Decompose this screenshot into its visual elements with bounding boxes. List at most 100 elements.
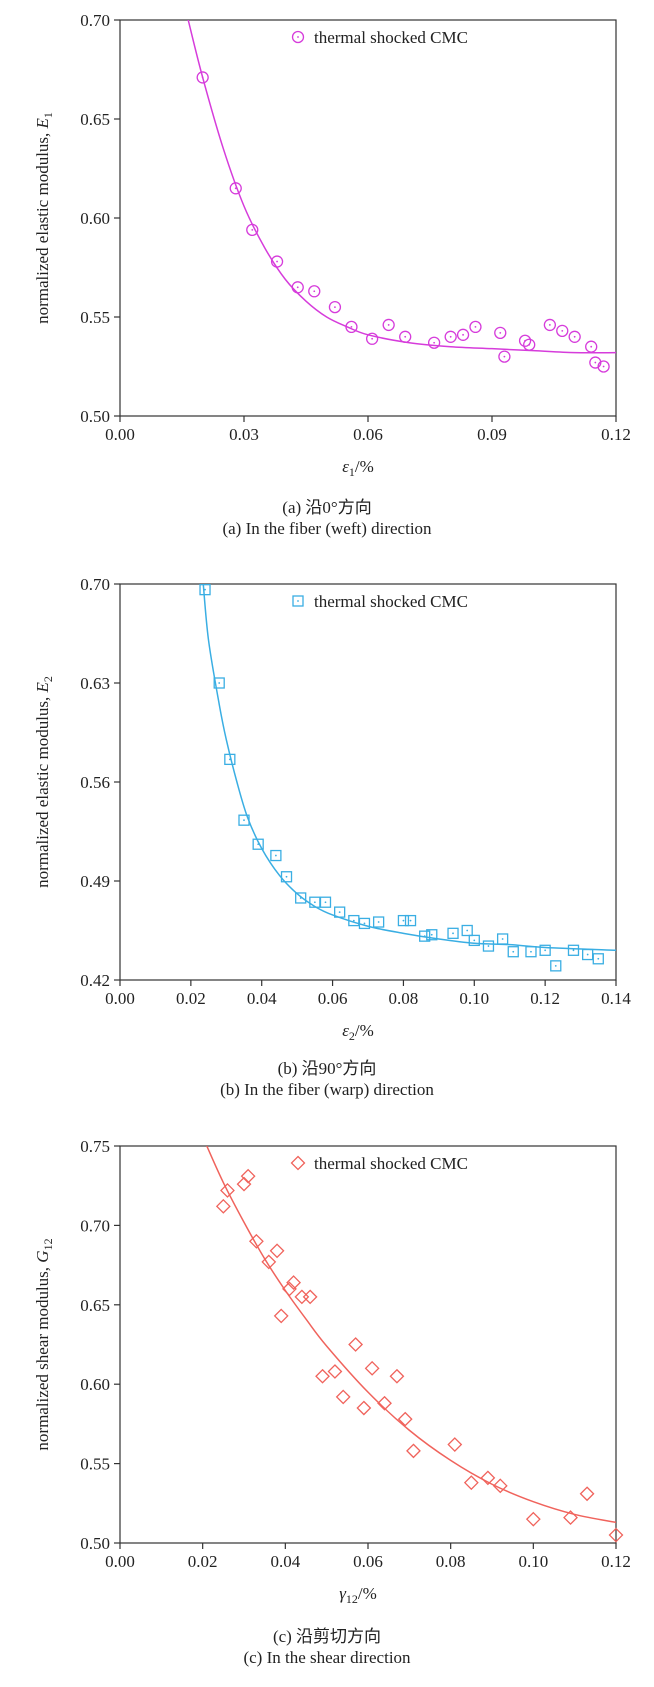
data-point — [273, 1308, 289, 1324]
data-point — [507, 946, 519, 958]
data-point — [463, 1475, 479, 1491]
chart-panel-3: 0.00 0.02 0.04 0.06 0.08 0.10 0.12 0.50 0.55 0.60… — [33, 1137, 631, 1606]
data-point — [589, 356, 602, 369]
data-point — [365, 332, 379, 345]
chart-panel-2: 0.00 0.02 0.04 0.06 0.08 0.10 0.12 0.14 0.42 0.49… — [33, 575, 631, 1043]
data-point — [556, 324, 569, 338]
legend-label: thermal shocked CMC — [314, 28, 468, 47]
data-point — [447, 927, 459, 939]
data-point — [426, 929, 438, 941]
data-point — [229, 182, 242, 195]
data-point — [345, 320, 358, 334]
y-tick-label: 0.42 — [80, 971, 110, 990]
caption-cn-a: (a) 沿0°方向 — [282, 498, 372, 517]
data-point — [252, 838, 264, 850]
data-point — [246, 223, 259, 237]
y-axis-label: normalized elastic modulus, E1 — [33, 112, 55, 324]
plot-frame — [119, 583, 617, 981]
legend-marker — [290, 1155, 306, 1171]
data-point — [404, 914, 417, 927]
data-point — [295, 892, 307, 904]
data-point — [608, 1527, 624, 1543]
y-axis-label: normalized shear modulus, G12 — [33, 1238, 55, 1450]
data-point — [539, 944, 551, 956]
data-point — [248, 1233, 264, 1249]
data-point — [327, 1364, 343, 1379]
x-tick-label: 0.00 — [105, 989, 135, 1008]
data-point — [319, 896, 332, 908]
data-point — [213, 677, 225, 689]
data-point — [523, 338, 536, 351]
data-point — [270, 849, 282, 862]
plot-frame — [119, 19, 617, 417]
y-tick-label: 0.60 — [80, 209, 110, 228]
y-tick-label: 0.65 — [80, 1296, 110, 1315]
data-point — [308, 285, 321, 298]
data-point — [372, 916, 385, 928]
data-point — [261, 1254, 277, 1270]
data-point — [469, 320, 482, 334]
data-point — [238, 814, 250, 826]
data-point — [461, 924, 473, 937]
data-point — [358, 917, 371, 930]
fit-curve — [187, 20, 616, 354]
x-tick-label: 0.12 — [601, 1552, 631, 1571]
data-point — [468, 934, 480, 947]
x-tick-label: 0.00 — [105, 1552, 135, 1571]
x-tick-label: 0.10 — [459, 989, 489, 1008]
chart-panel-1: 0.00 0.03 0.06 0.09 0.12 0.50 0.55 0.60 0.65 0.70… — [33, 11, 631, 479]
data-point — [328, 300, 342, 314]
fit-curve — [202, 584, 616, 952]
data-point — [282, 1281, 297, 1297]
data-point — [291, 281, 304, 294]
data-point — [382, 318, 395, 332]
data-point — [236, 1176, 252, 1192]
legend-marker — [292, 595, 304, 607]
data-point — [269, 1243, 285, 1259]
data-point — [480, 1470, 496, 1486]
y-tick-label: 0.55 — [80, 308, 110, 327]
data-point — [525, 946, 537, 958]
y-tick-label: 0.63 — [80, 674, 110, 693]
data-point — [356, 1400, 372, 1416]
data-point — [377, 1395, 392, 1411]
data-point — [563, 1510, 578, 1526]
fit-curve — [206, 1146, 616, 1524]
x-tick-label: 0.06 — [318, 989, 348, 1008]
legend-label: thermal shocked CMC — [314, 592, 468, 611]
x-tick-label: 0.12 — [530, 989, 560, 1008]
data-point — [315, 1368, 330, 1384]
data-point — [597, 360, 610, 373]
plot-frame — [119, 1145, 617, 1544]
data-point — [302, 1289, 318, 1305]
data-point — [215, 1198, 231, 1214]
data-point — [543, 318, 557, 332]
data-point — [494, 326, 507, 339]
x-tick-label: 0.06 — [353, 425, 383, 444]
data-point — [456, 328, 470, 341]
data-point — [427, 336, 441, 349]
data-point — [579, 1486, 595, 1502]
data-point — [567, 944, 580, 956]
caption-en-b: (b) In the fiber (warp) direction — [220, 1080, 434, 1099]
data-point — [294, 1289, 310, 1305]
x-tick-label: 0.02 — [188, 1552, 218, 1571]
legend-marker — [291, 30, 305, 44]
legend-label: thermal shocked CMC — [314, 1154, 468, 1173]
caption-cn-b: (b) 沿90°方向 — [277, 1059, 377, 1078]
x-tick-label: 0.14 — [601, 989, 631, 1008]
data-point — [399, 330, 412, 343]
data-point — [406, 1443, 421, 1459]
data-point — [550, 960, 562, 972]
data-point — [196, 71, 209, 84]
y-tick-label: 0.65 — [80, 110, 110, 129]
data-point — [498, 350, 511, 363]
data-point — [568, 330, 581, 343]
y-tick-label: 0.55 — [80, 1455, 110, 1474]
y-tick-label: 0.70 — [80, 575, 110, 594]
data-point — [199, 584, 211, 596]
caption-cn-c: (c) 沿剪切方向 — [272, 1627, 382, 1646]
y-tick-label: 0.50 — [80, 1534, 110, 1553]
